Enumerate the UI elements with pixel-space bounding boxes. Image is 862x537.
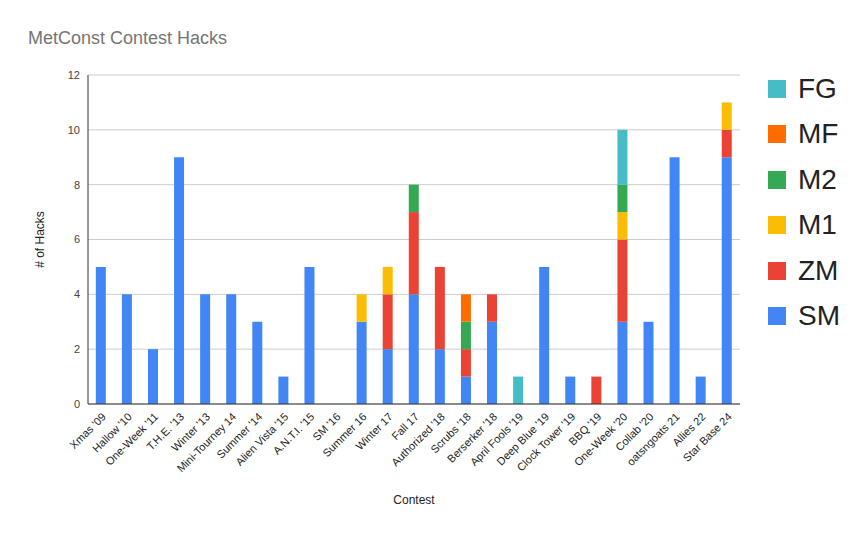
html-text:MF: MF bbox=[798, 118, 839, 150]
svg-text:4: 4 bbox=[74, 288, 80, 300]
svg-text:Berserker '18: Berserker '18 bbox=[444, 410, 500, 465]
svg-text:Fall 17: Fall 17 bbox=[389, 410, 421, 443]
svg-text:Authorized '18: Authorized '18 bbox=[389, 410, 447, 469]
svg-text:0: 0 bbox=[74, 398, 80, 410]
svg-text:Mini-Tourney 14: Mini-Tourney 14 bbox=[174, 410, 239, 475]
html-text:MetConst Contest Hacks: MetConst Contest Hacks bbox=[28, 28, 228, 48]
svg-text:2: 2 bbox=[74, 343, 80, 355]
svg-text:April Fools '19: April Fools '19 bbox=[467, 410, 526, 468]
html-text:FG: FG bbox=[798, 72, 837, 104]
svg-text:One-Week '11: One-Week '11 bbox=[102, 410, 161, 468]
svg-text:T.H.E. '13: T.H.E. '13 bbox=[144, 410, 187, 453]
svg-text:Scrubs '18: Scrubs '18 bbox=[428, 410, 474, 456]
svg-text:Winter 17: Winter 17 bbox=[353, 410, 395, 452]
html-text:SM: SM bbox=[798, 300, 840, 332]
svg-text:12: 12 bbox=[68, 69, 80, 81]
html-text:ZM: ZM bbox=[798, 254, 839, 286]
svg-text:Summer '14: Summer '14 bbox=[214, 410, 265, 461]
svg-text:Star Base 24: Star Base 24 bbox=[680, 410, 733, 463]
svg-text:Collab '20: Collab '20 bbox=[612, 410, 656, 454]
html-text:M2: M2 bbox=[798, 163, 837, 195]
svg-text:One-Week '20: One-Week '20 bbox=[571, 410, 630, 469]
svg-text:Clock Tower '19: Clock Tower '19 bbox=[514, 410, 578, 474]
svg-text:Allies 22: Allies 22 bbox=[669, 410, 708, 449]
svg-text:Hallow '10: Hallow '10 bbox=[89, 410, 135, 455]
html-text:M1: M1 bbox=[798, 209, 837, 241]
svg-text:oatsngoats 21: oatsngoats 21 bbox=[624, 410, 682, 468]
svg-text:BBQ '19: BBQ '19 bbox=[566, 410, 604, 448]
svg-text:6: 6 bbox=[74, 233, 80, 245]
svg-text:SM '16: SM '16 bbox=[310, 410, 343, 443]
svg-text:Alien Vista '15: Alien Vista '15 bbox=[233, 410, 291, 468]
svg-text:10: 10 bbox=[68, 124, 80, 136]
svg-text:8: 8 bbox=[74, 179, 80, 191]
svg-text:A.N.T.I. '15: A.N.T.I. '15 bbox=[270, 410, 317, 457]
svg-text:Xmas '09: Xmas '09 bbox=[67, 410, 108, 452]
svg-text:Deep Blue '19: Deep Blue '19 bbox=[494, 410, 552, 468]
svg-text:# of Hacks: # of Hacks bbox=[33, 211, 47, 268]
svg-text:Summer 16: Summer 16 bbox=[320, 410, 369, 460]
svg-text:Winter '13: Winter '13 bbox=[169, 410, 213, 454]
svg-text:Contest: Contest bbox=[393, 493, 435, 507]
